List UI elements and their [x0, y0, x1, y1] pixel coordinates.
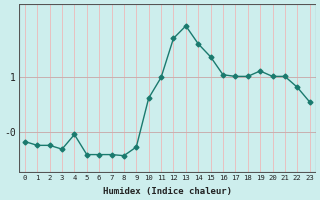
X-axis label: Humidex (Indice chaleur): Humidex (Indice chaleur) — [103, 187, 232, 196]
